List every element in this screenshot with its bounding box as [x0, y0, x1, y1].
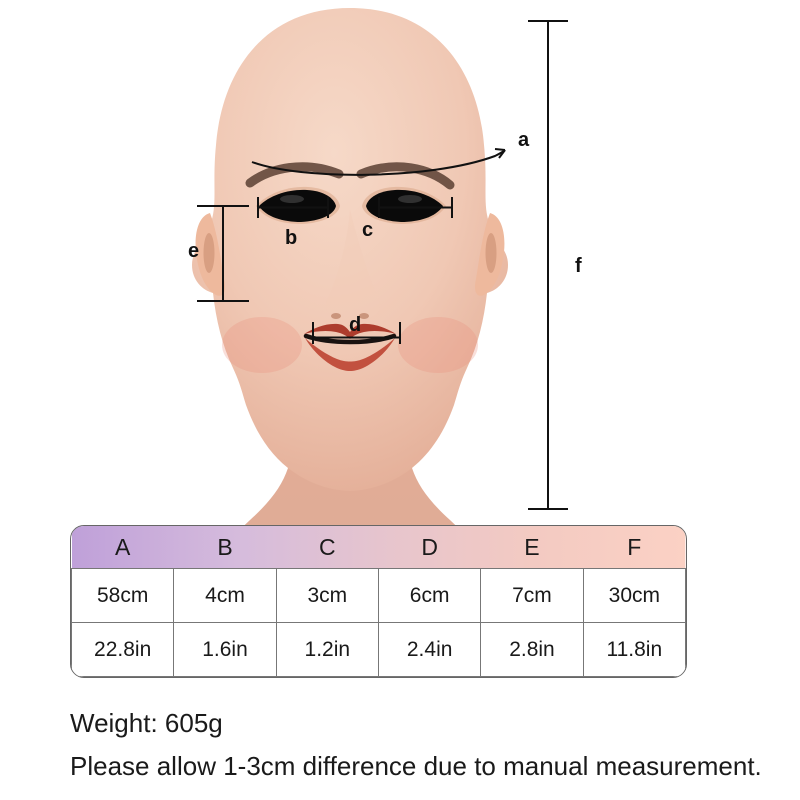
- svg-text:b: b: [285, 227, 297, 249]
- svg-text:a: a: [518, 129, 530, 151]
- svg-text:f: f: [575, 255, 582, 277]
- svg-text:d: d: [349, 314, 361, 336]
- svg-text:c: c: [362, 219, 373, 241]
- svg-text:e: e: [188, 240, 199, 262]
